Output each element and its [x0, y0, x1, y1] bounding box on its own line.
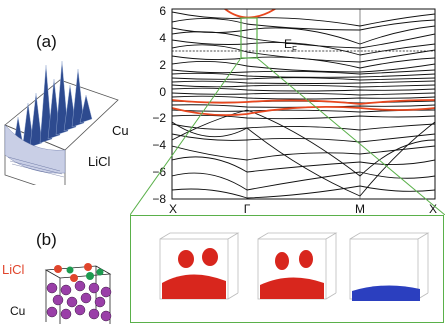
panel-b-label: (b)	[36, 230, 57, 249]
ytick-2: 2	[159, 58, 166, 72]
ytick-4: 4	[159, 31, 166, 45]
licl-label: LiCl	[2, 262, 25, 277]
fermi-label: E	[284, 37, 292, 51]
xtick-x2: X	[429, 202, 437, 215]
ytick-0: 0	[159, 85, 166, 99]
fermi-subscript: F	[292, 45, 297, 54]
ytick-m4: −4	[152, 138, 166, 152]
ytick-m2: −2	[152, 111, 166, 125]
xtick-gamma: Γ	[244, 202, 251, 215]
panel-a-label: (a)	[36, 32, 57, 51]
axis-licl-label: LiCl	[88, 154, 111, 169]
cu-label: Cu	[10, 304, 26, 318]
band-structure-plot: 6 4 2 0 −2 −4 −6 −8 X Γ M X	[130, 4, 445, 215]
ytick-m8: −8	[152, 192, 166, 206]
orbital-cubes	[159, 232, 430, 301]
xtick-x1: X	[169, 202, 177, 215]
ytick-6: 6	[159, 4, 166, 18]
axis-cu-label: Cu	[112, 123, 129, 138]
surface-3d-plot	[4, 60, 119, 185]
xtick-m: M	[355, 202, 365, 215]
crystal-structure	[44, 263, 112, 324]
orbital-inset-panel	[130, 215, 444, 323]
